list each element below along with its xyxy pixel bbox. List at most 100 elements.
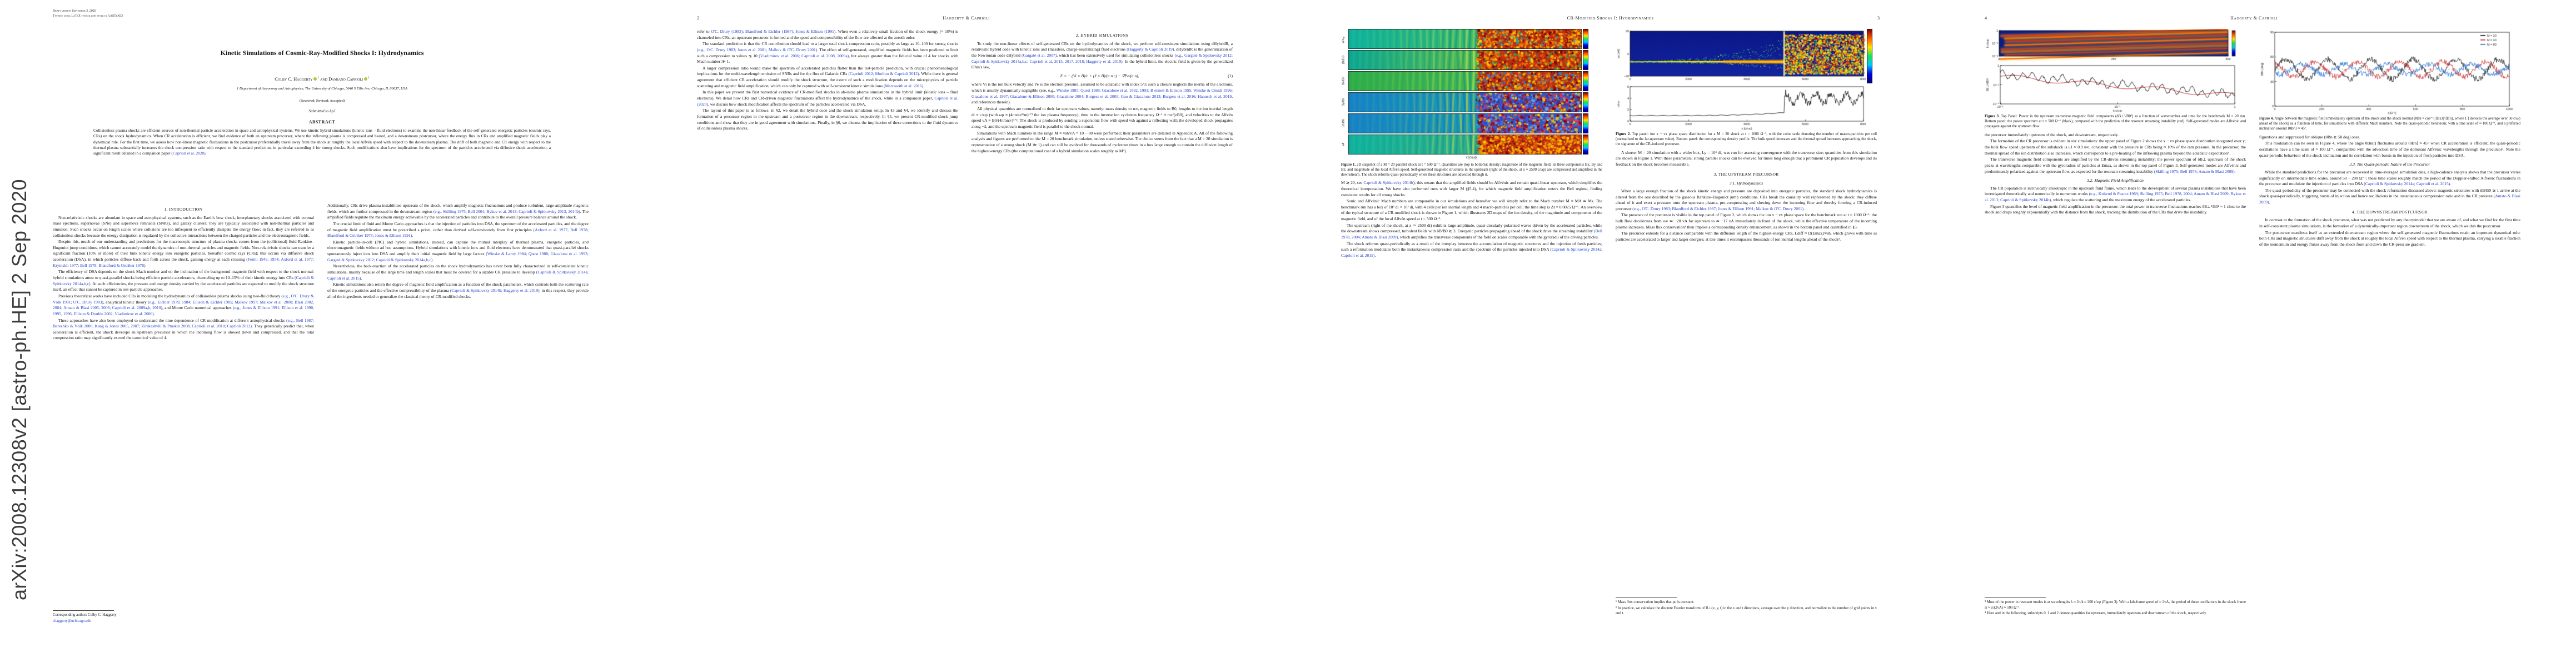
figure2-phase-space bbox=[1616, 29, 1866, 83]
citation-link[interactable]: (Caprioli & Spitkovsky 2014a; Caprioli e… bbox=[2364, 181, 2450, 187]
page-number: 2 bbox=[697, 16, 699, 21]
column-text: the precursor immediately upstream of th… bbox=[1985, 132, 2246, 216]
right-column: Additionally, CRs drive plasma instabili… bbox=[327, 203, 589, 625]
citation-link[interactable]: (Caprioli et al. 2020) bbox=[171, 151, 206, 156]
left-column: Figure 3. Top Panel: Power in the upstre… bbox=[1985, 29, 2246, 593]
page-number: 3 bbox=[1877, 16, 1880, 21]
column-text: M ≳ 20, see Caprioli & Spitkovsky 2014b)… bbox=[1341, 180, 1602, 258]
author-1: Colby C. Haggerty bbox=[275, 77, 313, 82]
citation-link[interactable]: Caprioli & Spitkovsky 2014b bbox=[1363, 180, 1413, 186]
paragraph: Previous theoretical works have included… bbox=[53, 293, 314, 316]
citation-link[interactable]: (Skilling 1975; Bell 1978; Amato & Blasi… bbox=[2154, 168, 2235, 174]
section-heading: 3. THE UPSTREAM PRECURSOR bbox=[1713, 171, 1779, 177]
figure2-density-profile bbox=[1616, 84, 1866, 130]
figure4-obliquity-plot bbox=[2259, 29, 2514, 115]
citation-link[interactable]: (Gargaté et al. 2007) bbox=[1022, 52, 1057, 58]
figure1-caption-text: 2D snapshot of a M = 20 parallel shock a… bbox=[1341, 162, 1602, 177]
subsection-heading: 3.3. The Quasi-periodic Nature of the Pr… bbox=[2349, 162, 2430, 167]
citation-link[interactable]: Winske 1985; Quest 1988; Giacalone et al… bbox=[971, 88, 1233, 99]
figure2-caption-text: Top panel: ion x − vx phase space distri… bbox=[1616, 132, 1877, 147]
footnotes: ³ Most of the power in resonant modes is… bbox=[1985, 598, 2246, 617]
footnote: ¹ Mass flux conservation implies that ρu… bbox=[1616, 600, 1695, 604]
paragraph: Non-relativistic shocks are abundant in … bbox=[53, 215, 314, 238]
citation-link[interactable]: (e.g., Skilling 1975; Bell 2004; Bykov e… bbox=[433, 208, 580, 214]
paragraph: The efficiency of DSA depends on the sho… bbox=[53, 269, 314, 292]
paragraph: The formation of the CR precursor is evi… bbox=[1985, 138, 2246, 156]
left-column: 1. INTRODUCTION Non-relativistic shocks a… bbox=[53, 203, 314, 606]
citation-link[interactable]: (e.g., O'C. Drury & Völk 1981; O'C. Drur… bbox=[53, 293, 314, 305]
paragraph: The CR population is intrinsically aniso… bbox=[1985, 185, 2246, 203]
section-heading: 4. THE DOWNSTREAM POSTCURSOR bbox=[2351, 209, 2428, 215]
paragraph: figurations and suppressed for oblique (… bbox=[2259, 134, 2360, 140]
paragraph: Despite this, much of our understanding … bbox=[53, 239, 314, 268]
author-2: Damiano Caprioli bbox=[328, 77, 363, 82]
paragraph: The shock reforms quasi-periodically as … bbox=[1341, 241, 1602, 258]
figure3-caption: Figure 3. Top Panel: Power in the upstre… bbox=[1985, 114, 2246, 130]
paragraph: The standard prediction is that the CR c… bbox=[697, 41, 958, 64]
citation-link[interactable]: (Marcowith et al. 2016) bbox=[883, 83, 924, 88]
citation-link[interactable]: (e.g., Gargaté & Spitkovsky 2012; Caprio… bbox=[971, 52, 1233, 64]
dated-line: (Received; Revised; Accepted) bbox=[299, 99, 345, 103]
citation-link[interactable]: (Axford et al. 1977; Bell 1978; Blandfor… bbox=[327, 227, 589, 238]
paragraph: To study the non-linear effects of self-… bbox=[971, 41, 1233, 70]
subsection-heading: 3.2. Magnetic Field Amplification bbox=[2087, 178, 2144, 183]
section-heading: 2. HYBRID SIMULATIONS bbox=[1075, 33, 1129, 38]
paragraph: Simulations with Mach numbers in the ran… bbox=[971, 130, 1233, 153]
author-line: Colby C. Haggerty 1 and Damiano Caprioli 1 bbox=[53, 77, 591, 82]
figure4-label: Figure 4. bbox=[2259, 117, 2274, 121]
citation-link[interactable]: (e.g., Eichler 1979, 1984; Ellison & Eic… bbox=[53, 299, 314, 311]
figure1-panel-label: n/n∞ bbox=[1342, 35, 1346, 43]
equation: E = − (Vi × B)/c + (J × B)/(e n c) − ∇Pe… bbox=[1060, 73, 1233, 78]
citation-link[interactable]: (e.g., O'C. Drury 1983; Jones et al. 200… bbox=[697, 47, 818, 52]
footnote: ² In practice, we calculate the discrete… bbox=[1616, 606, 1877, 616]
footnote-rule bbox=[53, 610, 114, 611]
typeset-line: Typeset using LaTeX twocolumn style in A… bbox=[53, 14, 123, 18]
right-column: Figure 2. Top panel: ion x − vx phase sp… bbox=[1616, 29, 1877, 579]
page-number: 4 bbox=[1985, 16, 1987, 21]
orcid-icon[interactable] bbox=[313, 77, 317, 81]
citation-link[interactable]: (Caprioli & Spitkovsky 2014b; Haggerty e… bbox=[450, 287, 540, 293]
citation-link[interactable]: (Winske & Leroy 1984; Quest 1988; Giacal… bbox=[327, 251, 589, 262]
affiliation-mark: 1 bbox=[368, 77, 370, 80]
citation-link[interactable]: (e.g., Kulsrud & Pearce 1969; Skilling 1… bbox=[1985, 191, 2246, 203]
citation-link[interactable]: (Haggerty & Caprioli 2019) bbox=[1127, 47, 1174, 52]
citation-link[interactable]: (e.g., Jones & Ellison 1991; Ellison et … bbox=[53, 305, 314, 316]
citation-link[interactable]: (Bell 1978, 2004; Amato & Blasi 2009) bbox=[1341, 228, 1602, 240]
figure1-colorbar bbox=[1583, 29, 1588, 49]
paragraph: All physical quantities are normalized t… bbox=[971, 106, 1233, 129]
paragraph: The transverse magnetic field components… bbox=[1985, 157, 2246, 174]
orcid-icon[interactable] bbox=[364, 77, 368, 81]
citation-link[interactable]: (Fermi 1949, 1954; Axford et al. 1977; K… bbox=[53, 257, 314, 268]
abstract-heading: ABSTRACT bbox=[308, 120, 336, 125]
figure1-by-map bbox=[1348, 92, 1582, 112]
citation-link[interactable]: (Amato & Blasi 2009) bbox=[2259, 193, 2520, 205]
citation-link[interactable]: (Vladimirov et al. 2006; Caprioli et al.… bbox=[759, 53, 849, 58]
figure1-panel-label: vA bbox=[1342, 142, 1346, 147]
corresponding-author-block: Corresponding author: Colby C. Haggerty … bbox=[53, 610, 314, 624]
paragraph: When a large enough fraction of the shoc… bbox=[1616, 188, 1877, 211]
citation-link[interactable]: (e.g., O'C. Drury 1983; Blandford & Eich… bbox=[1632, 206, 1804, 211]
figure2-caption: Figure 2. Top panel: ion x − vx phase sp… bbox=[1616, 132, 1877, 147]
citation-link[interactable]: (e.g., Bell 1987; Berezhko & Völk 2000; … bbox=[53, 317, 314, 329]
abstract-text: Collisionless plasma shocks are efficien… bbox=[93, 128, 551, 156]
corresponding-author-email[interactable]: chaggerty@uchicago.edu bbox=[53, 619, 92, 623]
page-2: 2 Haggerty & Caprioli refer to O'C. Drur… bbox=[644, 0, 1288, 667]
figure-2: Figure 2. Top panel: ion x − vx phase sp… bbox=[1616, 29, 1877, 147]
citation-link[interactable]: (Caprioli & Spitkovsky 2014a,b,c) bbox=[53, 275, 314, 286]
figure1-density-map bbox=[1348, 29, 1582, 49]
paragraph: The precursor extends for a distance com… bbox=[1616, 231, 1877, 242]
paragraph: A shorter M = 20 simulation with a wider… bbox=[1616, 150, 1877, 167]
right-column: Figure 4. Angle between the magnetic fie… bbox=[2259, 29, 2520, 640]
figure1-caption: Figure 1. 2D snapshot of a M = 20 parall… bbox=[1341, 162, 1602, 178]
submitted-line: Submitted to ApJ bbox=[308, 109, 336, 113]
figure1-panel-label: Bx/B0 bbox=[1342, 77, 1346, 86]
citation-link[interactable]: (Caprioli 2012; Morlino & Caprioli 2012) bbox=[848, 71, 919, 77]
paragraph: Nevertheless, the back-reaction of the a… bbox=[327, 263, 589, 281]
footnotes: ¹ Mass flux conservation implies that ρu… bbox=[1616, 598, 1877, 617]
citation-link[interactable]: Caprioli et al. (2020) bbox=[697, 96, 958, 107]
affiliation: 1 Department of Astronomy and Astrophysi… bbox=[236, 87, 408, 91]
citation-link[interactable]: O'C. Drury (1983); Blandford & Eichler (… bbox=[711, 29, 836, 34]
citation-link[interactable]: (Caprioli & Spitkovsky 2014a; Caprioli e… bbox=[327, 270, 589, 281]
citation-link[interactable]: (Caprioli & Spitkovsky 2014a; Caprioli e… bbox=[1341, 247, 1602, 258]
